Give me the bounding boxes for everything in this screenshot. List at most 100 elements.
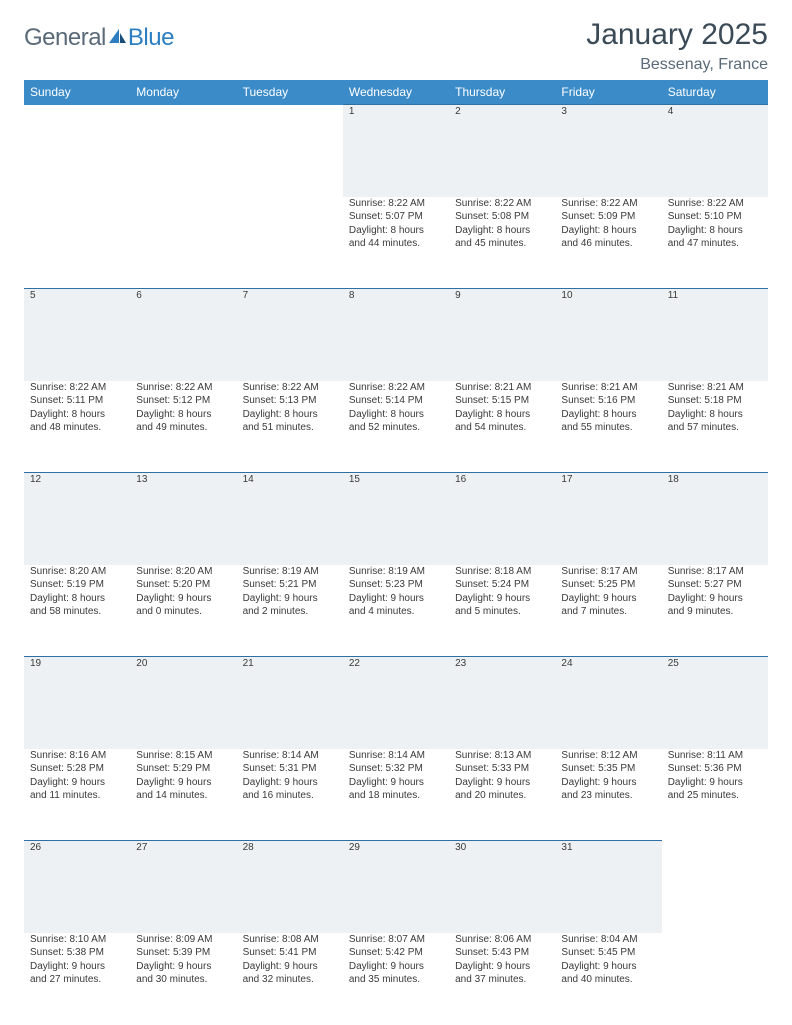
day-detail-line: Sunset: 5:25 PM — [561, 578, 655, 592]
day-detail-line: Daylight: 8 hours — [561, 408, 655, 422]
day-cell: Sunrise: 8:14 AMSunset: 5:32 PMDaylight:… — [343, 749, 449, 841]
day-number: 16 — [449, 473, 555, 565]
day-detail-line: and 23 minutes. — [561, 789, 655, 803]
day-detail-line: Daylight: 9 hours — [668, 592, 762, 606]
day-number: 17 — [555, 473, 661, 565]
day-detail-line: Sunrise: 8:12 AM — [561, 749, 655, 763]
day-cell: Sunrise: 8:14 AMSunset: 5:31 PMDaylight:… — [237, 749, 343, 841]
day-cell — [130, 197, 236, 289]
day-cell: Sunrise: 8:17 AMSunset: 5:27 PMDaylight:… — [662, 565, 768, 657]
day-detail-line: Sunset: 5:29 PM — [136, 762, 230, 776]
title-block: January 2025 Bessenay, France — [586, 18, 768, 74]
day-detail-line: Sunrise: 8:22 AM — [136, 381, 230, 395]
day-detail-line: Sunset: 5:45 PM — [561, 946, 655, 960]
weekday-header-row: Sunday Monday Tuesday Wednesday Thursday… — [24, 80, 768, 105]
day-cell: Sunrise: 8:20 AMSunset: 5:20 PMDaylight:… — [130, 565, 236, 657]
day-cell: Sunrise: 8:09 AMSunset: 5:39 PMDaylight:… — [130, 933, 236, 1025]
day-detail-line: and 35 minutes. — [349, 973, 443, 987]
day-content-row: Sunrise: 8:22 AMSunset: 5:11 PMDaylight:… — [24, 381, 768, 473]
day-detail-line: Sunset: 5:42 PM — [349, 946, 443, 960]
day-detail-line: Sunset: 5:28 PM — [30, 762, 124, 776]
day-detail-line: Sunset: 5:12 PM — [136, 394, 230, 408]
day-cell: Sunrise: 8:22 AMSunset: 5:07 PMDaylight:… — [343, 197, 449, 289]
day-detail-line: Sunrise: 8:21 AM — [668, 381, 762, 395]
day-detail-line: Sunset: 5:10 PM — [668, 210, 762, 224]
day-detail-line: Sunset: 5:20 PM — [136, 578, 230, 592]
day-detail-line: Daylight: 9 hours — [136, 960, 230, 974]
logo: General Blue — [24, 18, 174, 52]
day-detail-line: Sunset: 5:38 PM — [30, 946, 124, 960]
day-number: 2 — [449, 105, 555, 197]
day-cell: Sunrise: 8:21 AMSunset: 5:15 PMDaylight:… — [449, 381, 555, 473]
day-details: Sunrise: 8:07 AMSunset: 5:42 PMDaylight:… — [349, 933, 443, 987]
day-detail-line: and 51 minutes. — [243, 421, 337, 435]
day-cell: Sunrise: 8:08 AMSunset: 5:41 PMDaylight:… — [237, 933, 343, 1025]
day-details: Sunrise: 8:18 AMSunset: 5:24 PMDaylight:… — [455, 565, 549, 619]
day-detail-line: and 54 minutes. — [455, 421, 549, 435]
day-number-row: 262728293031 — [24, 841, 768, 933]
day-detail-line: Sunset: 5:33 PM — [455, 762, 549, 776]
day-detail-line: Sunset: 5:31 PM — [243, 762, 337, 776]
day-detail-line: and 30 minutes. — [136, 973, 230, 987]
day-detail-line: Daylight: 9 hours — [243, 776, 337, 790]
day-number-row: 1234 — [24, 105, 768, 197]
day-number-row: 19202122232425 — [24, 657, 768, 749]
day-details: Sunrise: 8:20 AMSunset: 5:19 PMDaylight:… — [30, 565, 124, 619]
logo-sail-icon — [107, 27, 127, 45]
day-detail-line: Daylight: 9 hours — [455, 960, 549, 974]
day-details: Sunrise: 8:17 AMSunset: 5:27 PMDaylight:… — [668, 565, 762, 619]
day-cell: Sunrise: 8:21 AMSunset: 5:18 PMDaylight:… — [662, 381, 768, 473]
day-details: Sunrise: 8:14 AMSunset: 5:31 PMDaylight:… — [243, 749, 337, 803]
day-cell: Sunrise: 8:19 AMSunset: 5:21 PMDaylight:… — [237, 565, 343, 657]
calendar-table: Sunday Monday Tuesday Wednesday Thursday… — [24, 80, 768, 1025]
day-cell: Sunrise: 8:13 AMSunset: 5:33 PMDaylight:… — [449, 749, 555, 841]
day-details: Sunrise: 8:04 AMSunset: 5:45 PMDaylight:… — [561, 933, 655, 987]
day-detail-line: Sunrise: 8:22 AM — [561, 197, 655, 211]
day-details: Sunrise: 8:06 AMSunset: 5:43 PMDaylight:… — [455, 933, 549, 987]
day-detail-line: Sunset: 5:35 PM — [561, 762, 655, 776]
day-detail-line: and 20 minutes. — [455, 789, 549, 803]
day-detail-line: Sunset: 5:41 PM — [243, 946, 337, 960]
day-detail-line: Daylight: 9 hours — [561, 960, 655, 974]
weekday-header: Friday — [555, 80, 661, 105]
day-details: Sunrise: 8:20 AMSunset: 5:20 PMDaylight:… — [136, 565, 230, 619]
location-label: Bessenay, France — [586, 56, 768, 74]
day-detail-line: Daylight: 9 hours — [136, 776, 230, 790]
day-cell: Sunrise: 8:07 AMSunset: 5:42 PMDaylight:… — [343, 933, 449, 1025]
day-number: 11 — [662, 289, 768, 381]
day-detail-line: and 32 minutes. — [243, 973, 337, 987]
day-detail-line: Daylight: 9 hours — [455, 776, 549, 790]
day-details: Sunrise: 8:21 AMSunset: 5:16 PMDaylight:… — [561, 381, 655, 435]
day-number: 9 — [449, 289, 555, 381]
day-number: 22 — [343, 657, 449, 749]
day-content-row: Sunrise: 8:20 AMSunset: 5:19 PMDaylight:… — [24, 565, 768, 657]
day-detail-line: Sunrise: 8:22 AM — [349, 197, 443, 211]
day-detail-line: Sunset: 5:24 PM — [455, 578, 549, 592]
day-details: Sunrise: 8:22 AMSunset: 5:08 PMDaylight:… — [455, 197, 549, 251]
day-detail-line: Daylight: 9 hours — [455, 592, 549, 606]
day-cell: Sunrise: 8:20 AMSunset: 5:19 PMDaylight:… — [24, 565, 130, 657]
day-details: Sunrise: 8:22 AMSunset: 5:09 PMDaylight:… — [561, 197, 655, 251]
day-details: Sunrise: 8:10 AMSunset: 5:38 PMDaylight:… — [30, 933, 124, 987]
day-cell: Sunrise: 8:22 AMSunset: 5:08 PMDaylight:… — [449, 197, 555, 289]
weekday-header: Saturday — [662, 80, 768, 105]
day-detail-line: Sunrise: 8:22 AM — [455, 197, 549, 211]
day-detail-line: Daylight: 9 hours — [30, 776, 124, 790]
day-details: Sunrise: 8:09 AMSunset: 5:39 PMDaylight:… — [136, 933, 230, 987]
day-detail-line: Daylight: 8 hours — [455, 408, 549, 422]
day-detail-line: Sunrise: 8:19 AM — [243, 565, 337, 579]
day-details: Sunrise: 8:11 AMSunset: 5:36 PMDaylight:… — [668, 749, 762, 803]
day-number: 10 — [555, 289, 661, 381]
day-detail-line: Daylight: 9 hours — [668, 776, 762, 790]
day-detail-line: Sunset: 5:23 PM — [349, 578, 443, 592]
day-detail-line: Sunset: 5:16 PM — [561, 394, 655, 408]
day-detail-line: Sunrise: 8:22 AM — [349, 381, 443, 395]
day-detail-line: Sunrise: 8:06 AM — [455, 933, 549, 947]
day-number-row: 567891011 — [24, 289, 768, 381]
day-detail-line: Sunrise: 8:22 AM — [243, 381, 337, 395]
day-detail-line: and 25 minutes. — [668, 789, 762, 803]
weekday-header: Tuesday — [237, 80, 343, 105]
day-detail-line: and 45 minutes. — [455, 237, 549, 251]
day-details: Sunrise: 8:12 AMSunset: 5:35 PMDaylight:… — [561, 749, 655, 803]
day-number: 13 — [130, 473, 236, 565]
